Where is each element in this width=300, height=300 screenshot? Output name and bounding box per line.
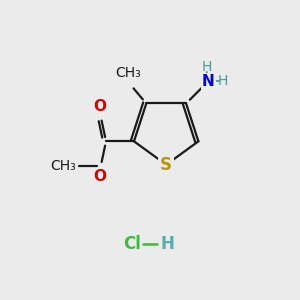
Text: H: H bbox=[161, 235, 175, 253]
Text: N: N bbox=[202, 74, 214, 89]
Text: O: O bbox=[94, 99, 106, 114]
Text: O: O bbox=[94, 169, 106, 184]
Text: H: H bbox=[217, 74, 227, 88]
Text: Cl: Cl bbox=[123, 235, 141, 253]
Text: S: S bbox=[160, 156, 172, 174]
Text: CH₃: CH₃ bbox=[116, 66, 142, 80]
Text: CH₃: CH₃ bbox=[50, 159, 76, 173]
Text: H: H bbox=[202, 60, 212, 74]
